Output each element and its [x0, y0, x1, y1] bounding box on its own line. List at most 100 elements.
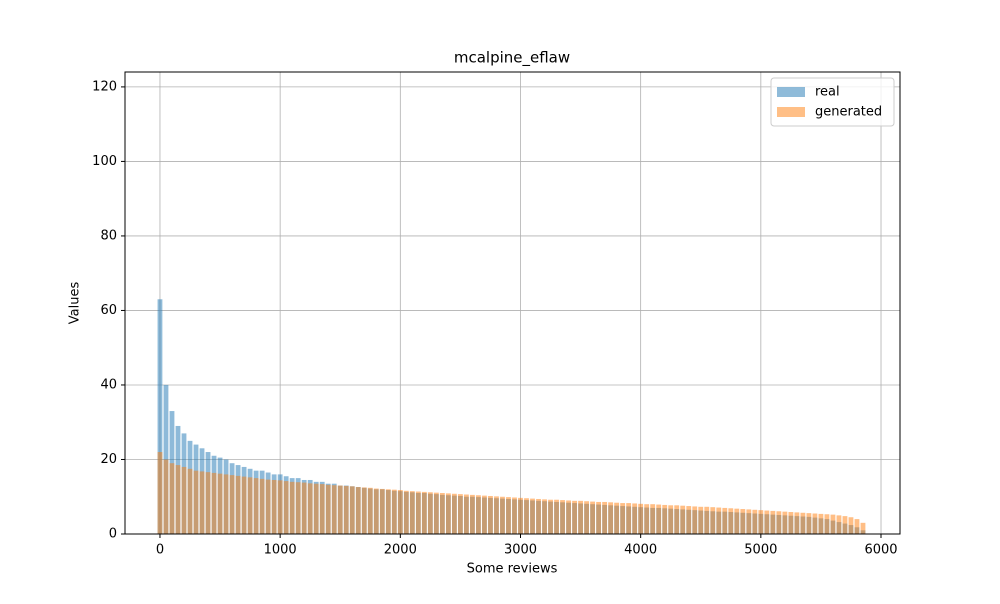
bar: [295, 482, 301, 534]
x-tick-label: 2000: [384, 543, 417, 558]
y-tick-label: 0: [109, 527, 117, 542]
bar: [205, 472, 211, 534]
bar: [794, 512, 800, 534]
bar: [572, 500, 577, 534]
bar: [536, 498, 541, 534]
bar: [812, 513, 818, 534]
bar: [470, 494, 475, 534]
bar: [265, 479, 271, 534]
bar: [331, 485, 337, 534]
bar: [403, 490, 409, 534]
bar: [662, 504, 668, 534]
bar: [686, 506, 692, 534]
bar: [482, 495, 487, 534]
bar: [614, 502, 620, 534]
bar: [211, 472, 217, 534]
bar: [373, 488, 379, 534]
bar: [800, 512, 806, 534]
bar: [319, 484, 325, 534]
bar: [193, 470, 199, 534]
bar: [229, 475, 235, 534]
bar: [157, 299, 163, 534]
bar: [752, 509, 758, 534]
bar: [824, 514, 830, 534]
bar: [409, 491, 415, 534]
bar: [776, 511, 782, 534]
bar: [367, 487, 373, 534]
bar: [458, 494, 463, 534]
bar: [451, 493, 457, 534]
bar: [181, 466, 187, 534]
bar: [806, 513, 812, 534]
bar: [560, 500, 565, 534]
bar: [632, 503, 638, 534]
bar: [860, 522, 866, 534]
x-tick-label: 4000: [624, 543, 657, 558]
bar: [488, 495, 493, 534]
bar: [253, 478, 259, 534]
bar: [518, 497, 523, 534]
y-tick-label: 40: [100, 377, 117, 392]
bar: [235, 475, 241, 534]
bar: [433, 492, 439, 534]
bar: [782, 511, 788, 534]
bar: [343, 485, 349, 534]
bar: [644, 504, 650, 534]
bar: [698, 506, 704, 534]
bar: [548, 499, 553, 534]
y-tick-label: 20: [100, 452, 117, 467]
y-axis-label: Values: [68, 282, 83, 325]
x-tick-label: 5000: [744, 543, 777, 558]
bar: [764, 510, 770, 534]
chart-title: mcalpine_eflaw: [454, 49, 570, 68]
x-axis-label: Some reviews: [467, 562, 558, 577]
bar: [307, 483, 313, 534]
bar: [602, 501, 608, 534]
bar: [746, 509, 752, 534]
bar: [241, 476, 247, 534]
bar: [199, 471, 205, 534]
bar: [247, 477, 253, 534]
bar: [427, 492, 433, 534]
bar: [716, 507, 722, 534]
bar: [464, 494, 469, 534]
bar: [175, 465, 181, 534]
bar: [770, 510, 776, 534]
bar: [590, 501, 595, 534]
bar: [830, 514, 836, 534]
bar: [187, 468, 193, 534]
bar: [277, 480, 283, 534]
bar: [638, 503, 644, 534]
bar: [421, 491, 427, 534]
bar: [728, 508, 734, 534]
y-tick-label: 60: [100, 303, 117, 318]
bar: [692, 506, 698, 534]
bar: [656, 504, 662, 534]
bar: [379, 488, 385, 534]
bar: [848, 517, 854, 534]
y-tick-label: 100: [92, 154, 117, 169]
bar: [758, 510, 764, 534]
plot-frame: [124, 71, 901, 535]
bar: [842, 516, 848, 534]
bar: [668, 505, 674, 534]
bar: [554, 499, 559, 534]
bar: [157, 452, 163, 534]
bar: [445, 493, 451, 534]
bar: [788, 512, 794, 534]
bar: [596, 501, 602, 534]
bar: [217, 473, 223, 534]
bar: [710, 507, 716, 534]
bar: [415, 491, 421, 534]
bar: [289, 481, 295, 534]
x-tick-label: 6000: [864, 543, 897, 558]
bar: [542, 499, 547, 534]
bar: [397, 490, 403, 534]
y-tick-label: 80: [100, 228, 117, 243]
bar: [836, 515, 842, 534]
bar: [818, 513, 824, 534]
bar-series: [157, 452, 866, 534]
bar: [626, 503, 632, 534]
bar: [704, 506, 710, 534]
